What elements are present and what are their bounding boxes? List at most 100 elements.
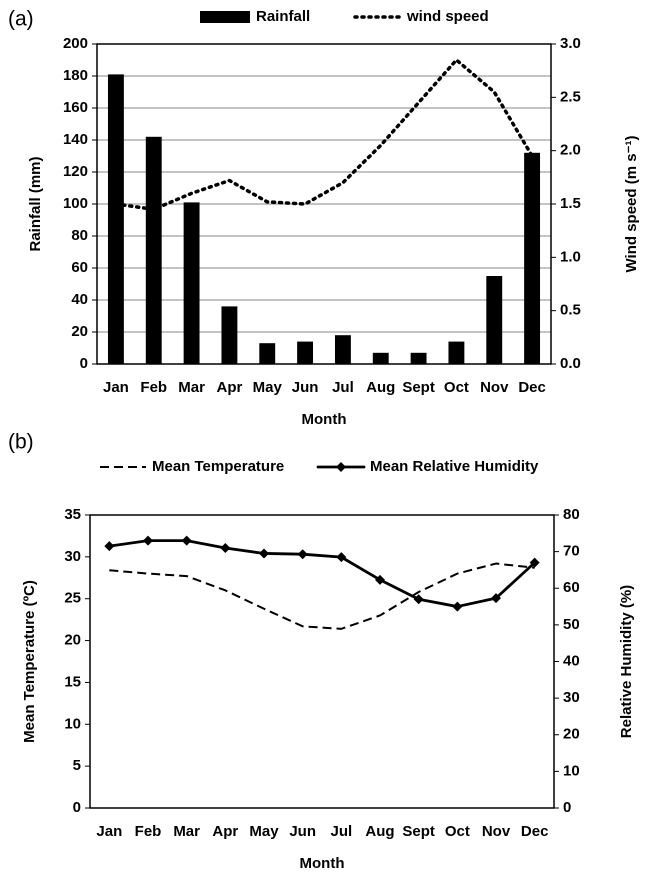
legend-label: Rainfall xyxy=(256,8,310,25)
x-tick-label: Jun xyxy=(292,379,319,396)
y-tick-label: 20 xyxy=(71,323,88,340)
y-axis-label: Rainfall (mm) xyxy=(27,156,44,251)
bar xyxy=(524,152,541,364)
y2-tick-label: 0.0 xyxy=(560,355,581,372)
bar xyxy=(410,352,427,364)
panel-label: (b) xyxy=(8,431,34,454)
marker xyxy=(336,462,346,472)
panel-label: (a) xyxy=(8,8,34,31)
y2-tick-label: 1.5 xyxy=(560,195,581,212)
bar xyxy=(372,352,389,364)
y-tick-label: 0 xyxy=(73,799,81,816)
x-tick-label: Apr xyxy=(212,823,238,840)
y2-axis-label: Wind speed (m s⁻¹) xyxy=(623,136,640,273)
x-tick-label: Sept xyxy=(402,379,435,396)
y-tick-label: 30 xyxy=(64,548,81,565)
y-tick-label: 35 xyxy=(64,506,81,523)
y-tick-label: 40 xyxy=(71,291,88,308)
x-tick-label: Aug xyxy=(365,823,394,840)
marker xyxy=(413,594,424,605)
x-tick-label: Aug xyxy=(366,379,395,396)
y2-tick-label: 30 xyxy=(563,689,580,706)
y-tick-label: 10 xyxy=(64,715,81,732)
y2-axis-label: Relative Humidity (%) xyxy=(618,585,635,738)
x-tick-label: Dec xyxy=(518,379,546,396)
y-tick-label: 180 xyxy=(63,67,88,84)
line xyxy=(114,58,534,212)
x-tick-label: Jan xyxy=(96,823,122,840)
legend-label: Mean Temperature xyxy=(152,458,284,475)
plot-frame xyxy=(96,43,552,365)
y-tick-label: 5 xyxy=(73,757,81,774)
marker xyxy=(143,535,153,546)
marker xyxy=(491,593,501,604)
y2-tick-label: 0 xyxy=(563,799,571,816)
y2-tick-label: 60 xyxy=(563,579,580,596)
x-tick-label: Feb xyxy=(140,379,167,396)
bar xyxy=(334,335,351,364)
x-tick-label: May xyxy=(249,823,279,840)
x-tick-label: Oct xyxy=(445,823,470,840)
y2-tick-label: 70 xyxy=(563,543,580,560)
marker xyxy=(297,549,308,560)
marker xyxy=(529,557,540,568)
y-tick-label: 100 xyxy=(63,195,88,212)
marker xyxy=(375,574,385,585)
x-tick-label: May xyxy=(253,379,283,396)
bar xyxy=(145,136,162,364)
x-tick-label: Jul xyxy=(332,379,354,396)
y2-tick-label: 20 xyxy=(563,726,580,743)
y-tick-label: 25 xyxy=(64,590,81,607)
x-tick-label: Jan xyxy=(103,379,129,396)
y-tick-label: 140 xyxy=(63,131,88,148)
legend-label: Mean Relative Humidity xyxy=(370,458,539,475)
y2-tick-label: 80 xyxy=(563,506,580,523)
x-tick-label: Sept xyxy=(402,823,435,840)
y2-tick-label: 2.0 xyxy=(560,142,581,159)
y-tick-label: 200 xyxy=(63,35,88,52)
y2-tick-label: 0.5 xyxy=(560,302,581,319)
x-tick-label: Jun xyxy=(289,823,316,840)
y2-tick-label: 2.5 xyxy=(560,88,581,105)
x-tick-label: Jul xyxy=(330,823,352,840)
y2-tick-label: 40 xyxy=(563,652,580,669)
x-tick-label: Mar xyxy=(178,379,205,396)
marker xyxy=(220,542,231,553)
bar xyxy=(297,341,314,364)
y2-tick-label: 50 xyxy=(563,616,580,633)
y2-tick-label: 10 xyxy=(563,762,580,779)
bar xyxy=(259,343,276,364)
marker xyxy=(104,541,115,552)
x-tick-label: Mar xyxy=(173,823,200,840)
x-tick-label: Nov xyxy=(482,823,511,840)
legend-swatch xyxy=(200,11,250,23)
y-tick-label: 60 xyxy=(71,259,88,276)
bar xyxy=(486,276,503,364)
x-tick-label: Nov xyxy=(480,379,509,396)
y-tick-label: 80 xyxy=(71,227,88,244)
y-tick-label: 120 xyxy=(63,163,88,180)
bar xyxy=(448,341,465,364)
marker xyxy=(452,601,463,612)
x-tick-label: Apr xyxy=(216,379,242,396)
bar xyxy=(107,74,124,365)
x-tick-label: Dec xyxy=(521,823,549,840)
y2-tick-label: 3.0 xyxy=(560,35,581,52)
y-axis-label: Mean Temperature (ºC) xyxy=(21,580,38,743)
x-tick-label: Feb xyxy=(135,823,162,840)
legend-label: wind speed xyxy=(406,8,489,25)
x-tick-label: Oct xyxy=(444,379,469,396)
plot-frame xyxy=(89,514,555,809)
marker xyxy=(336,552,347,563)
marker xyxy=(181,535,192,546)
y-tick-label: 160 xyxy=(63,99,88,116)
y-tick-label: 0 xyxy=(80,355,88,372)
line xyxy=(109,562,535,630)
bar xyxy=(183,202,200,364)
x-axis-label: Month xyxy=(302,411,347,428)
bar xyxy=(221,306,238,364)
line xyxy=(107,539,537,608)
y2-tick-label: 1.0 xyxy=(560,248,581,265)
